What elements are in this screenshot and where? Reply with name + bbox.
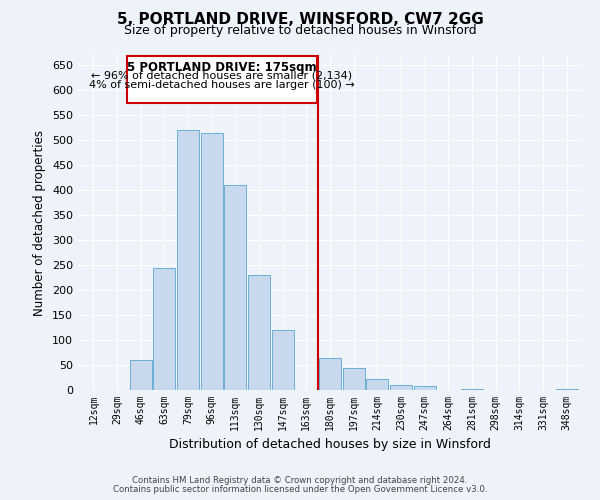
Bar: [272, 330, 293, 390]
Text: Size of property relative to detached houses in Winsford: Size of property relative to detached ho…: [124, 24, 476, 37]
X-axis label: Distribution of detached houses by size in Winsford: Distribution of detached houses by size …: [169, 438, 491, 452]
Bar: [248, 275, 270, 390]
Bar: [130, 360, 152, 390]
Bar: [319, 358, 341, 390]
Bar: [367, 379, 388, 390]
Text: 5 PORTLAND DRIVE: 175sqm: 5 PORTLAND DRIVE: 175sqm: [127, 61, 317, 74]
Text: Contains public sector information licensed under the Open Government Licence v3: Contains public sector information licen…: [113, 485, 487, 494]
Bar: [224, 185, 247, 390]
Bar: [343, 368, 365, 390]
Text: 4% of semi-detached houses are larger (100) →: 4% of semi-detached houses are larger (1…: [89, 80, 355, 90]
Text: 5, PORTLAND DRIVE, WINSFORD, CW7 2GG: 5, PORTLAND DRIVE, WINSFORD, CW7 2GG: [116, 12, 484, 28]
Bar: [200, 132, 223, 390]
Text: ← 96% of detached houses are smaller (2,134): ← 96% of detached houses are smaller (2,…: [91, 71, 352, 81]
Y-axis label: Number of detached properties: Number of detached properties: [34, 130, 46, 316]
Bar: [461, 388, 483, 390]
FancyBboxPatch shape: [127, 56, 317, 102]
Bar: [413, 386, 436, 390]
Bar: [556, 389, 578, 390]
Bar: [154, 268, 175, 390]
Text: Contains HM Land Registry data © Crown copyright and database right 2024.: Contains HM Land Registry data © Crown c…: [132, 476, 468, 485]
Bar: [177, 130, 199, 390]
Bar: [390, 385, 412, 390]
